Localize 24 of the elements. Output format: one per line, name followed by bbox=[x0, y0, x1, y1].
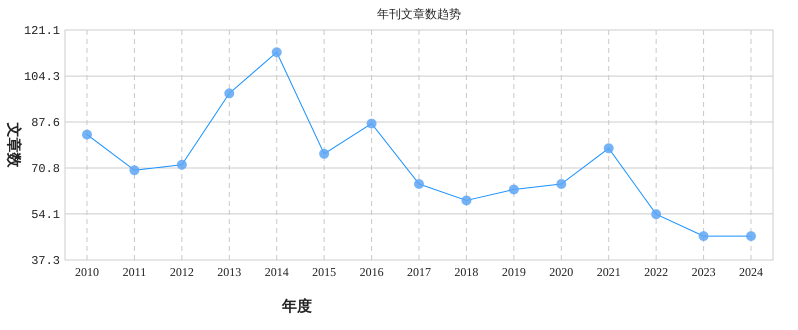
y-tick-label: 121.1 bbox=[24, 24, 60, 38]
y-axis-title: 文章数 bbox=[5, 122, 23, 168]
x-tick-label: 2012 bbox=[170, 265, 194, 279]
y-tick-label: 70.8 bbox=[31, 162, 60, 176]
x-tick-label: 2013 bbox=[217, 265, 242, 279]
x-tick-label: 2016 bbox=[360, 265, 384, 279]
y-tick-label: 54.1 bbox=[31, 208, 60, 222]
x-tick-label: 2020 bbox=[549, 265, 574, 279]
chart-title: 年刊文章数趋势 bbox=[377, 7, 461, 21]
y-tick-label: 87.6 bbox=[31, 116, 60, 130]
x-axis-title: 年度 bbox=[281, 297, 312, 315]
y-tick-label: 37.3 bbox=[31, 254, 60, 268]
x-tick-label: 2024 bbox=[739, 265, 763, 279]
x-tick-label: 2011 bbox=[122, 265, 146, 279]
x-tick-label: 2010 bbox=[75, 265, 99, 279]
x-tick-label: 2017 bbox=[407, 265, 431, 279]
x-tick-label: 2019 bbox=[502, 265, 526, 279]
x-tick-label: 2023 bbox=[692, 265, 716, 279]
x-tick-label: 2022 bbox=[644, 265, 668, 279]
x-tick-label: 2021 bbox=[596, 265, 621, 279]
y-tick-label: 104.3 bbox=[24, 70, 60, 84]
x-tick-label: 2015 bbox=[312, 265, 336, 279]
x-tick-label: 2018 bbox=[454, 265, 478, 279]
x-tick-label: 2014 bbox=[264, 265, 289, 279]
